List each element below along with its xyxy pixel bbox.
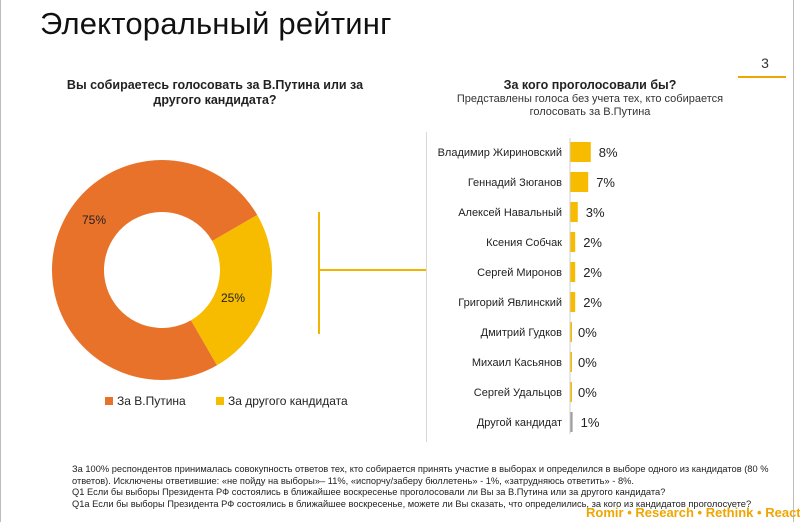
candidate-label: Сергей Миронов — [477, 267, 562, 279]
candidate-label: Григорий Явлинский — [458, 297, 562, 309]
legend-item-other: За другого кандидата — [216, 394, 348, 408]
candidate-bar — [570, 292, 576, 312]
brand-separator: • — [627, 505, 632, 520]
candidate-label: Дмитрий Гудков — [481, 327, 562, 339]
brand-word: React — [765, 505, 800, 520]
legend-label: За В.Путина — [117, 394, 186, 408]
candidate-bar — [570, 202, 578, 222]
connector-bracket — [318, 212, 320, 334]
connector-line — [320, 269, 426, 271]
donut-slice — [191, 215, 272, 366]
brand-word: Research — [635, 505, 694, 520]
footnote-sample: За 100% респондентов принималась совокуп… — [72, 464, 769, 486]
slide-frame-left — [0, 0, 1, 522]
slide-frame-right — [793, 0, 794, 522]
candidate-bar — [570, 412, 573, 432]
bar-value-label: 2% — [583, 235, 602, 250]
candidate-label: Сергей Удальцов — [474, 387, 562, 399]
brand-word: Rethink — [705, 505, 754, 520]
slice-label: 75% — [82, 213, 106, 227]
bar-value-label: 7% — [596, 175, 615, 190]
candidate-label: Алексей Навальный — [458, 207, 562, 219]
candidate-bar — [570, 352, 572, 372]
candidate-label: Геннадий Зюганов — [468, 177, 562, 189]
legend-swatch-orange — [105, 397, 113, 405]
candidate-label: Владимир Жириновский — [438, 147, 562, 159]
candidate-bar — [570, 322, 572, 342]
footnote-q1a: Q1a Если бы выборы Президента РФ состоял… — [72, 498, 752, 509]
candidate-bar — [570, 262, 576, 282]
candidate-bar — [570, 172, 589, 192]
legend-label: За другого кандидата — [228, 394, 348, 408]
slice-label: 25% — [221, 291, 245, 305]
bar-value-label: 0% — [578, 355, 597, 370]
bar-value-label: 3% — [586, 205, 605, 220]
candidate-bar — [570, 382, 572, 402]
legend-swatch-yellow — [216, 397, 224, 405]
bars-axis-line — [426, 132, 427, 442]
brand-separator: • — [697, 505, 703, 520]
footnotes: За 100% респондентов принималась совокуп… — [72, 464, 787, 510]
footnote-q1: Q1 Если бы выборы Президента РФ состояли… — [72, 487, 666, 497]
candidate-bar — [570, 142, 591, 162]
right-question-title: За кого проголосовали бы? — [503, 78, 677, 92]
page-number: 3 — [761, 55, 769, 71]
candidate-label: Другой кандидат — [477, 417, 562, 429]
right-question-subtitle: Представлены голоса без учета тех, кто с… — [456, 93, 724, 118]
candidate-bar — [570, 232, 576, 252]
bar-value-label: 2% — [583, 295, 602, 310]
left-question: Вы собираетесь голосовать за В.Путина ил… — [66, 78, 364, 107]
legend-item-putin: За В.Путина — [105, 394, 186, 408]
bar-value-label: 0% — [578, 385, 597, 400]
slide-title: Электоральный рейтинг — [40, 6, 392, 41]
candidate-label: Михаил Касьянов — [472, 357, 562, 369]
bar-value-label: 2% — [583, 265, 602, 280]
brand-logo: Romir • Research • Rethink • React — [586, 505, 800, 520]
bar-value-label: 8% — [599, 145, 618, 160]
candidate-label: Ксения Собчак — [486, 237, 562, 249]
brand-separator: • — [757, 505, 762, 520]
page-number-underline — [738, 76, 786, 78]
brand-word: Romir — [586, 505, 624, 520]
bar-value-label: 1% — [581, 415, 600, 430]
bar-value-label: 0% — [578, 325, 597, 340]
donut-slice — [51, 159, 258, 380]
